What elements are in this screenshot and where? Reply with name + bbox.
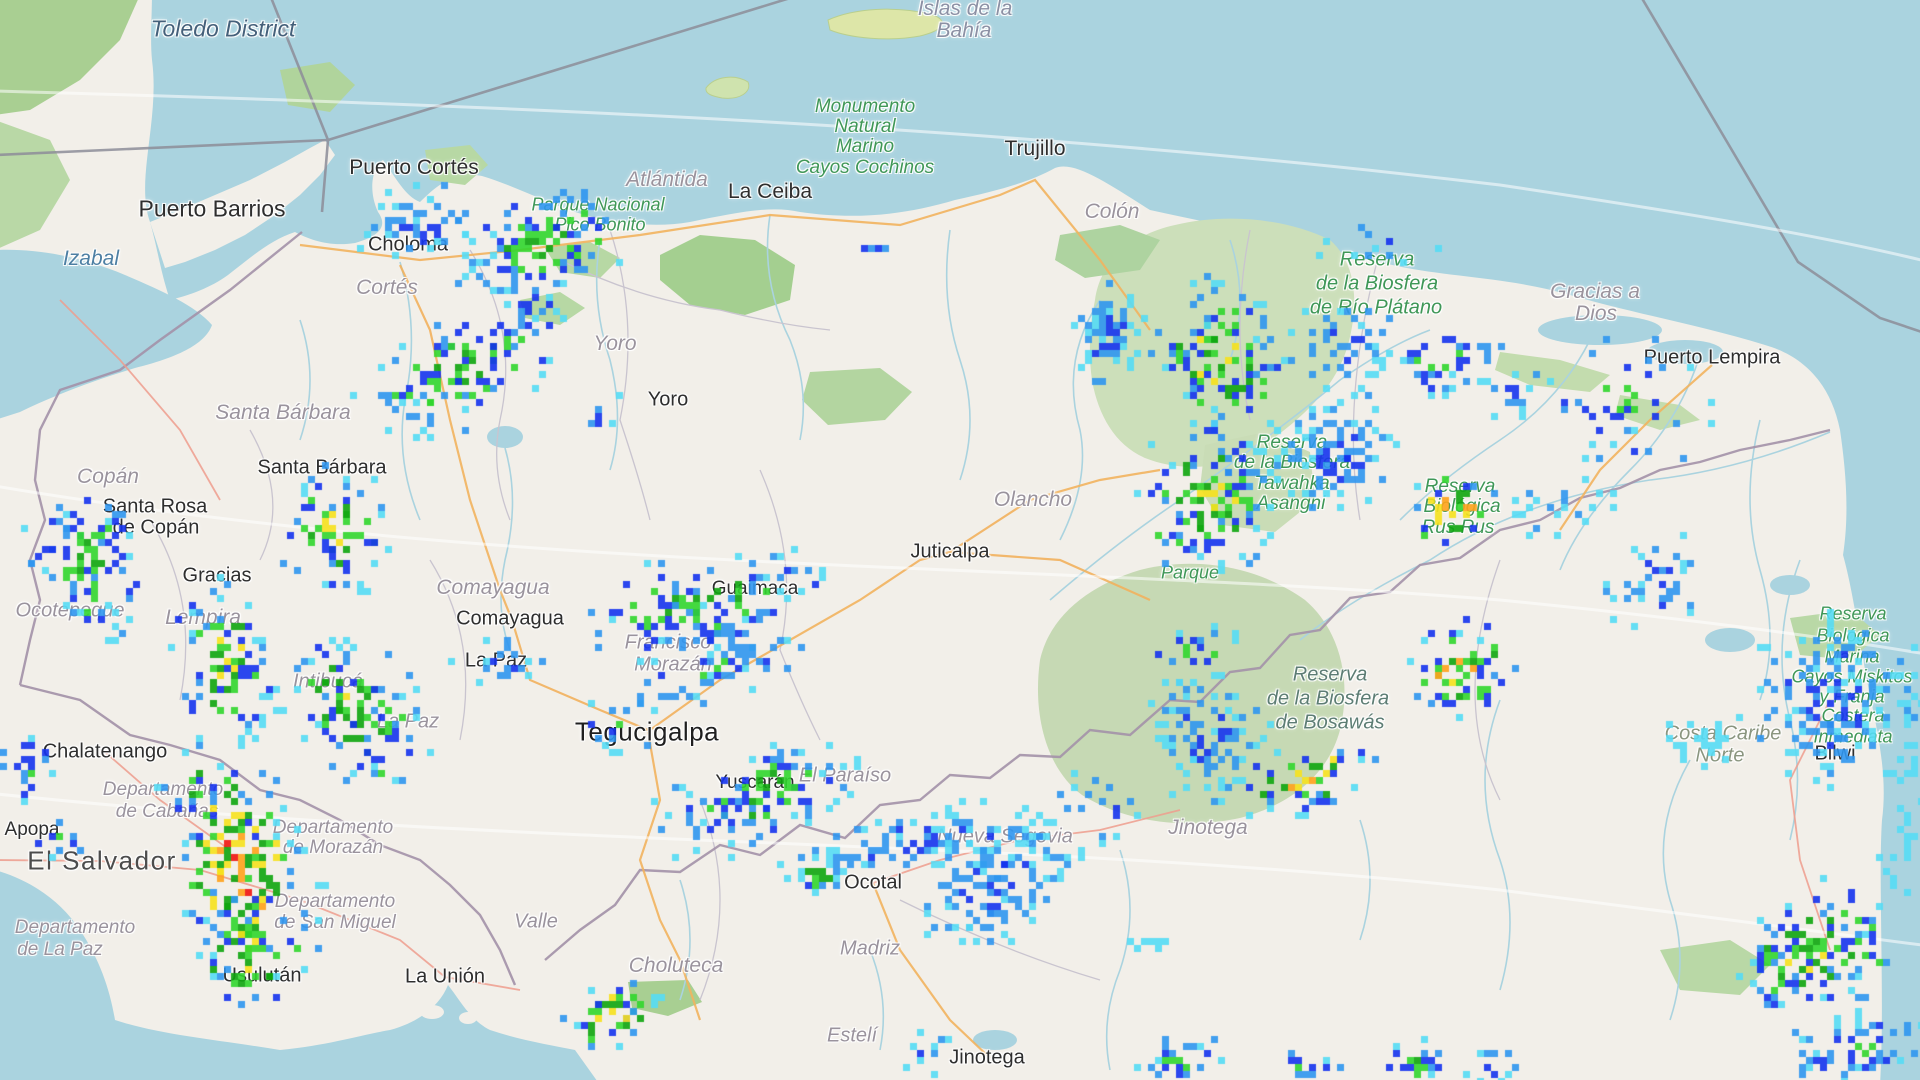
map-label-dept: Olancho: [993, 488, 1073, 511]
map-label-city: Trujillo: [1004, 137, 1066, 160]
map-label-dept: Departamento: [14, 917, 136, 938]
map-label-city: Puerto Barrios: [138, 195, 286, 222]
map-label-park: Parque Nacional: [531, 194, 665, 215]
map-label-bosawas: de la Biosfera: [1266, 687, 1390, 710]
map-label-bosawas: de Bosawás: [1275, 711, 1385, 734]
map-label-dept: Departamento: [102, 779, 224, 800]
map-label-city: La Ceiba: [727, 180, 813, 203]
map-label-dept: Colón: [1084, 200, 1140, 223]
map-label-park: y Franja: [1819, 686, 1885, 707]
map-label-dept: Gracias a: [1550, 280, 1640, 303]
map-label-island: Islas de la: [917, 0, 1013, 20]
map-label-dept: Comayagua: [436, 576, 550, 599]
map-label-city: Bilwi: [1814, 742, 1856, 765]
map-label-city: Puerto Cortés: [349, 156, 479, 179]
map-label-city: Jinotega: [949, 1046, 1025, 1069]
map-label-dept: Madriz: [839, 937, 901, 960]
map-label-country: El Salvador: [27, 845, 177, 876]
map-label-caribe: Norte: [1695, 744, 1745, 767]
map-label-park: Biológica: [1816, 625, 1890, 646]
map-label-city: Gracias: [182, 564, 252, 587]
map-label-city: Santa Bárbara: [257, 456, 387, 479]
map-label-dept: Intibucá: [292, 670, 364, 693]
map-label-dept: Lempira: [165, 606, 241, 629]
map-label-city: Yuscarán: [715, 772, 795, 793]
map-label-dept: Ocotepeque: [15, 599, 125, 622]
map-label-park: Cayos Cochinos: [795, 157, 935, 178]
map-label-dept: Atlántida: [626, 168, 708, 191]
map-label-park: de la Biosfera: [1315, 272, 1439, 295]
map-label-dept: Yoro: [593, 332, 637, 355]
map-label-park: Tawahka: [1254, 473, 1330, 494]
map-label-city: Comayagua: [456, 607, 564, 630]
map-label-dept: Copán: [77, 465, 139, 488]
map-label-city: Juticalpa: [910, 540, 990, 563]
map-label-dept: Nueva Segovia: [937, 825, 1073, 848]
map-label-park: Parque: [1160, 562, 1220, 583]
map-label-dept: Dios: [1574, 302, 1618, 325]
map-label-park: Marino: [835, 136, 895, 157]
map-label-dept: Francisco: [624, 631, 712, 654]
map-label-dept: Choluteca: [628, 954, 724, 977]
map-label-park: Reserva: [1256, 432, 1328, 453]
map-label-city: Apopa: [4, 819, 60, 840]
map-label-dept: Morazán: [634, 653, 712, 676]
map-label-dept: de Cabañas: [115, 801, 219, 822]
map-label-dept: Valle: [514, 910, 558, 933]
map-label-park: de la Biosfera: [1233, 452, 1351, 473]
map-label-dept: Jinotega: [1168, 816, 1248, 839]
map-label-city: Puerto Lempira: [1643, 346, 1781, 369]
map-label-dept: Departamento: [274, 891, 396, 912]
map-label-city: Yoro: [647, 388, 689, 411]
map-label-dept: de La Paz: [17, 939, 103, 960]
map-label-district: Toledo District: [150, 15, 296, 42]
map-label-park: Asangni: [1256, 493, 1326, 514]
map-label-capital: Tegucigalpa: [574, 716, 720, 747]
map-label-park: Cayos Miskitos: [1791, 666, 1913, 687]
map-label-park: Reserva: [1424, 476, 1496, 497]
map-label-city: Choloma: [367, 233, 449, 256]
map-label-caribe: Costa Caribe: [1664, 722, 1782, 745]
map-label-park: Natural: [834, 116, 896, 137]
map-label-city: La Unión: [404, 965, 486, 988]
map-label-park: Monumento: [814, 96, 916, 117]
map-label-park: Marina: [1824, 646, 1880, 667]
map-label-island: Bahía: [936, 19, 992, 42]
map-label-bosawas: Reserva: [1292, 663, 1368, 686]
map-label-city: La Paz: [464, 649, 528, 672]
map-label-dept: Departamento: [272, 817, 394, 838]
map-label-dept: Cortés: [356, 276, 418, 299]
map-label-park: Biológica: [1423, 496, 1501, 517]
map-label-city: Guaimaca: [711, 578, 799, 599]
map-label-dept: El Paraíso: [798, 764, 892, 787]
map-label-city: de Copán: [112, 516, 200, 539]
map-label-dept: Estelí: [826, 1024, 878, 1047]
map-label-park: Reserva: [1339, 248, 1415, 271]
map-label-park: Rus Rus: [1421, 517, 1495, 538]
map-label-dept: de Morazán: [282, 837, 384, 858]
map-label-dept: Santa Bárbara: [215, 401, 351, 424]
map-label-dept: de San Miguel: [274, 912, 396, 933]
map-label-park: Costera: [1821, 705, 1885, 726]
map-label-city: Usulután: [222, 964, 302, 987]
map-label-park: Reserva: [1819, 603, 1887, 624]
map-label-water: Izabal: [62, 247, 120, 270]
map-label-park: de Río Plátano: [1309, 296, 1443, 319]
map-label-dept: La Paz: [376, 710, 440, 733]
map-label-park: Pico Bonito: [554, 214, 646, 235]
map-label-city: Ocotal: [844, 871, 902, 894]
map-label-city: Chalatenango: [42, 740, 168, 763]
map-label-city: Santa Rosa: [102, 495, 208, 518]
